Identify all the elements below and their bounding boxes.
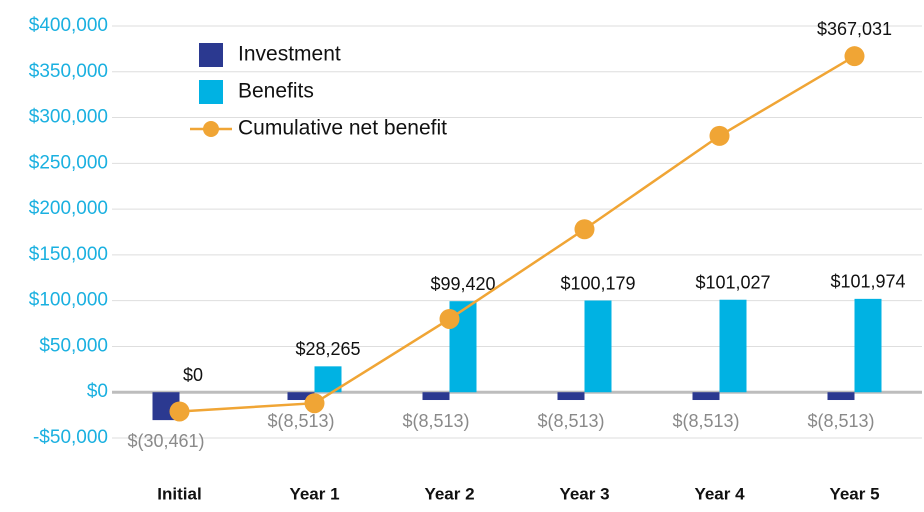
data-label: $100,179 — [560, 273, 635, 293]
line-point — [574, 219, 595, 240]
data-label: $28,265 — [295, 339, 360, 359]
x-tick-label: Year 1 — [289, 484, 339, 503]
y-tick-label: $400,000 — [29, 15, 108, 36]
y-tick-label: $100,000 — [29, 290, 108, 311]
bar — [719, 299, 747, 393]
y-tick-label: $50,000 — [39, 335, 108, 356]
legend-label: Investment — [238, 43, 341, 66]
x-tick-label: Year 5 — [829, 484, 879, 503]
data-label: $101,027 — [695, 272, 770, 292]
x-tick-label: Year 2 — [424, 484, 474, 503]
line-point — [304, 393, 325, 414]
y-tick-label: $250,000 — [29, 152, 108, 173]
bar — [854, 298, 882, 393]
line — [179, 55, 856, 413]
data-label: $(8,513) — [537, 411, 604, 431]
data-label: $0 — [183, 365, 203, 385]
y-tick-label: $0 — [87, 381, 108, 402]
line-point — [709, 125, 730, 146]
y-tick-label: $350,000 — [29, 61, 108, 82]
bar — [692, 392, 720, 401]
legend-label: Cumulative net benefit — [238, 117, 447, 140]
y-tick-label: -$50,000 — [33, 427, 108, 448]
x-tick-label: Year 4 — [694, 484, 745, 503]
legend-swatch — [199, 80, 223, 104]
data-label: $(8,513) — [267, 411, 334, 431]
data-label: $(30,461) — [127, 431, 204, 451]
y-tick-label: $300,000 — [29, 107, 108, 128]
y-tick-label: $200,000 — [29, 198, 108, 219]
bar — [584, 300, 612, 393]
bar — [557, 392, 585, 401]
bar — [827, 392, 855, 401]
bar — [422, 392, 450, 401]
y-tick-label: $150,000 — [29, 244, 108, 265]
line-point — [439, 308, 460, 329]
x-tick-label: Year 3 — [559, 484, 609, 503]
data-label: $101,974 — [830, 272, 905, 292]
data-label: $99,420 — [430, 274, 495, 294]
legend-swatch — [203, 121, 219, 137]
legend-swatch — [199, 43, 223, 67]
data-label: $(8,513) — [672, 411, 739, 431]
data-label: $367,031 — [817, 19, 892, 39]
line-point — [169, 401, 190, 422]
legend-label: Benefits — [238, 80, 314, 103]
data-label: $(8,513) — [807, 411, 874, 431]
data-label: $(8,513) — [402, 411, 469, 431]
line-point — [844, 46, 865, 67]
bar — [287, 392, 315, 401]
x-tick-label: Initial — [157, 484, 201, 503]
